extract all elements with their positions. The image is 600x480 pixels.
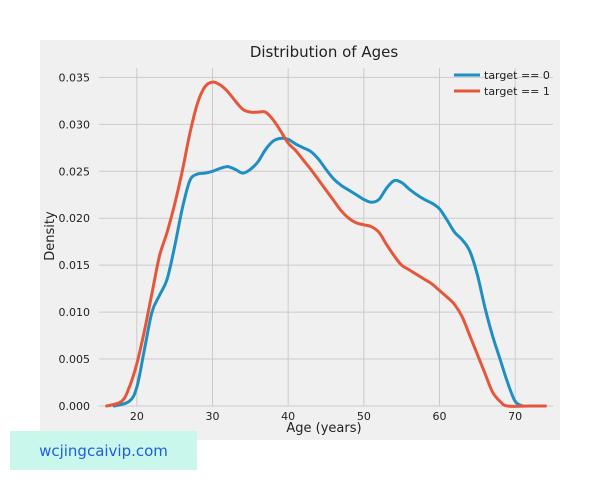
figure-panel: Distribution of Ages 20 30 40 50 60 70 0.000 0.… <box>40 40 560 440</box>
legend: target == 0 target == 1 <box>454 69 550 98</box>
watermark-text: wcjingcaivip.com <box>39 441 168 460</box>
y-tick-label: 0.015 <box>59 259 91 272</box>
y-tick-label: 0.010 <box>59 306 91 319</box>
y-tick-label: 0.000 <box>59 400 91 413</box>
y-tick-label: 0.025 <box>59 165 91 178</box>
tick-labels: 20 30 40 50 60 70 0.000 0.005 0.010 0.015 0.020 0.0… <box>59 71 523 423</box>
x-tick-label: 20 <box>130 410 144 423</box>
x-tick-label: 30 <box>206 410 220 423</box>
legend-label: target == 0 <box>484 69 550 82</box>
y-axis-label: Density <box>43 211 58 261</box>
y-tick-label: 0.020 <box>59 212 91 225</box>
chart-title: Distribution of Ages <box>250 43 399 61</box>
series-line-target-0 <box>112 136 525 408</box>
x-tick-label: 50 <box>357 410 371 423</box>
y-tick-label: 0.005 <box>59 353 91 366</box>
x-axis-label: Age (years) <box>286 421 361 436</box>
grid <box>99 68 553 407</box>
y-tick-label: 0.030 <box>59 118 91 131</box>
y-tick-label: 0.035 <box>59 71 91 84</box>
x-tick-label: 60 <box>433 410 447 423</box>
density-chart: Distribution of Ages 20 30 40 50 60 70 0.000 0.… <box>43 43 553 436</box>
watermark-banner: wcjingcaivip.com <box>10 431 197 470</box>
legend-label: target == 1 <box>484 85 550 98</box>
series-line-target-1 <box>105 80 547 408</box>
x-tick-label: 40 <box>281 410 295 423</box>
series-lines <box>105 80 547 408</box>
x-tick-label: 70 <box>508 410 522 423</box>
